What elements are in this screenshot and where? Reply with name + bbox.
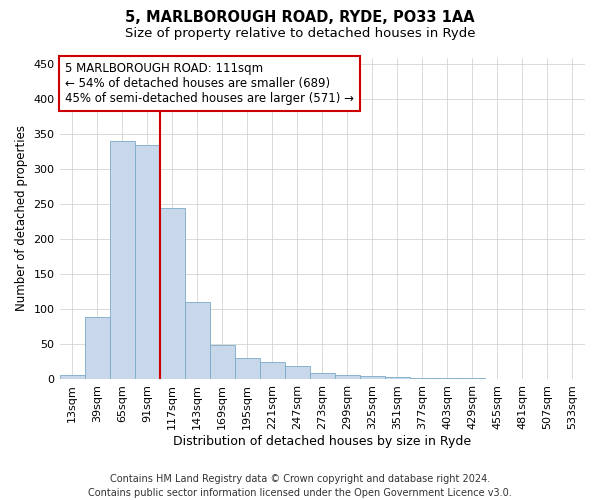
Bar	[435, 378, 460, 379]
Bar	[185, 302, 209, 379]
X-axis label: Distribution of detached houses by size in Ryde: Distribution of detached houses by size …	[173, 434, 472, 448]
Bar	[335, 376, 360, 379]
Y-axis label: Number of detached properties: Number of detached properties	[15, 125, 28, 311]
Bar	[235, 358, 260, 379]
Bar	[385, 377, 410, 379]
Bar	[160, 208, 185, 379]
Bar	[285, 366, 310, 379]
Bar	[310, 372, 335, 379]
Bar	[59, 376, 85, 379]
Text: Contains HM Land Registry data © Crown copyright and database right 2024.
Contai: Contains HM Land Registry data © Crown c…	[88, 474, 512, 498]
Bar	[360, 376, 385, 379]
Bar	[410, 378, 435, 379]
Bar	[260, 362, 285, 379]
Bar	[85, 318, 110, 379]
Bar	[134, 145, 160, 379]
Bar	[110, 142, 134, 379]
Text: 5 MARLBOROUGH ROAD: 111sqm
← 54% of detached houses are smaller (689)
45% of sem: 5 MARLBOROUGH ROAD: 111sqm ← 54% of deta…	[65, 62, 354, 106]
Text: 5, MARLBOROUGH ROAD, RYDE, PO33 1AA: 5, MARLBOROUGH ROAD, RYDE, PO33 1AA	[125, 10, 475, 25]
Bar	[209, 344, 235, 379]
Bar	[460, 378, 485, 379]
Text: Size of property relative to detached houses in Ryde: Size of property relative to detached ho…	[125, 28, 475, 40]
